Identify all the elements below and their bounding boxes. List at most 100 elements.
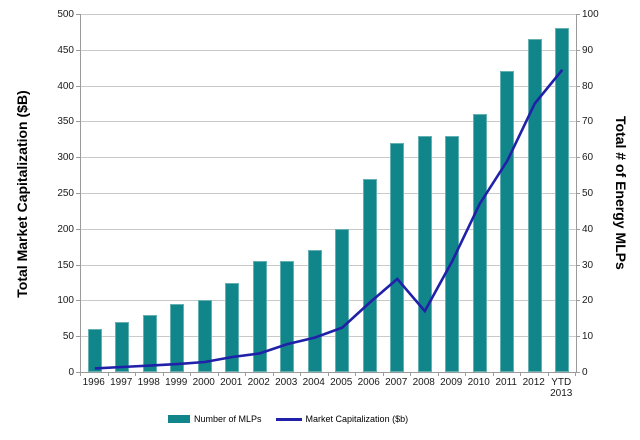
right-tickmark-20 — [576, 300, 580, 302]
x-axis-label-1996: 1996 — [82, 377, 105, 388]
plot-area — [80, 14, 577, 373]
right-axis-tick-30: 30 — [582, 259, 594, 271]
left-tickmark-50 — [76, 336, 80, 338]
left-axis-title: Total Market Capitalization ($B) — [14, 90, 30, 298]
bar-1997 — [115, 321, 130, 372]
x-tickmark-18 — [575, 372, 576, 376]
x-tickmark-1 — [107, 372, 109, 376]
left-tickmark-500 — [76, 14, 80, 15]
bar-2009 — [445, 135, 460, 372]
bar-2000 — [197, 300, 212, 372]
bar-ytd-2013 — [555, 28, 570, 372]
x-tickmark-5 — [217, 372, 219, 376]
gridline-500 — [81, 14, 576, 15]
right-axis-tick-0: 0 — [582, 367, 588, 378]
x-axis-label-2009: 2009 — [440, 377, 463, 388]
left-axis-tick-0: 0 — [68, 367, 74, 378]
bar-1996 — [87, 329, 102, 372]
bar-2006 — [362, 178, 377, 372]
legend-item-market-capitalization: Market Capitalization ($b) — [275, 414, 409, 424]
market-capitalization-line — [94, 68, 564, 370]
left-tickmark-0 — [76, 372, 80, 373]
right-tickmark-60 — [576, 157, 580, 159]
right-tickmark-50 — [576, 193, 580, 194]
gridline-200 — [81, 228, 576, 230]
bar-2011 — [500, 71, 515, 372]
bar-series-swatch — [168, 415, 190, 423]
x-tickmark-15 — [492, 372, 494, 376]
left-tickmark-250 — [76, 193, 80, 194]
x-axis-label-2006: 2006 — [357, 377, 380, 388]
right-tickmark-10 — [576, 336, 580, 338]
right-tickmark-90 — [576, 49, 580, 51]
x-tickmark-16 — [520, 372, 521, 376]
gridline-350 — [81, 121, 576, 123]
x-tickmark-9 — [327, 372, 329, 376]
legend-item-number-of-mlps: Number of MLPs — [168, 414, 262, 424]
bar-2005 — [335, 228, 350, 372]
bar-2001 — [225, 282, 240, 372]
x-axis-label-1997: 1997 — [110, 377, 133, 388]
left-axis-tick-400: 400 — [57, 80, 74, 92]
left-tickmark-350 — [76, 121, 80, 123]
bar-2010 — [472, 114, 487, 372]
legend-label-number-of-mlps: Number of MLPs — [194, 414, 262, 424]
bar-2002 — [252, 261, 267, 372]
x-tickmark-10 — [355, 372, 356, 376]
x-tickmark-14 — [465, 372, 466, 376]
legend: Number of MLPs Market Capitalization ($b… — [168, 414, 408, 424]
bar-2012 — [527, 39, 542, 372]
gridline-150 — [81, 264, 576, 266]
x-tickmark-13 — [437, 372, 439, 376]
right-tickmark-30 — [576, 264, 580, 266]
line-series-swatch — [275, 417, 302, 421]
left-axis-tick-100: 100 — [57, 295, 74, 307]
left-axis-tick-300: 300 — [57, 152, 74, 164]
left-tickmark-400 — [76, 85, 80, 87]
legend-label-market-capitalization: Market Capitalization ($b) — [305, 414, 409, 424]
x-axis-label-2001: 2001 — [220, 377, 243, 388]
right-axis-tick-50: 50 — [582, 188, 594, 199]
x-tickmark-7 — [272, 372, 274, 376]
left-tickmark-200 — [76, 228, 80, 230]
x-tickmark-8 — [300, 372, 301, 376]
x-tickmark-3 — [162, 372, 164, 376]
gridline-50 — [81, 336, 576, 338]
x-tickmark-11 — [382, 372, 384, 376]
bar-2007 — [390, 142, 405, 372]
right-axis-title: Total # of Energy MLPs — [613, 116, 629, 270]
right-tickmark-0 — [576, 372, 580, 373]
left-axis-tick-200: 200 — [57, 223, 74, 235]
right-tickmark-40 — [576, 228, 580, 230]
left-axis-tick-350: 350 — [57, 116, 74, 128]
left-tickmark-300 — [76, 157, 80, 159]
x-axis-label-2003: 2003 — [275, 377, 298, 388]
bar-1999 — [170, 303, 185, 372]
right-axis-tick-20: 20 — [582, 295, 594, 307]
x-axis-label-2000: 2000 — [192, 377, 215, 388]
bar-2004 — [307, 250, 322, 372]
x-tickmark-6 — [245, 372, 246, 376]
left-axis-tick-50: 50 — [62, 331, 74, 343]
right-axis-tick-100: 100 — [582, 9, 599, 20]
right-axis-tick-80: 80 — [582, 80, 594, 92]
right-tickmark-80 — [576, 85, 580, 87]
gridline-100 — [81, 300, 576, 302]
right-axis-tick-60: 60 — [582, 152, 594, 164]
x-tickmark-12 — [410, 372, 411, 376]
x-axis-label-2005: 2005 — [330, 377, 353, 388]
left-tickmark-100 — [76, 300, 80, 302]
bar-1998 — [142, 314, 157, 372]
gridline-300 — [81, 157, 576, 159]
x-axis-label-2007: 2007 — [385, 377, 408, 388]
x-axis-label-2004: 2004 — [302, 377, 325, 388]
left-axis-tick-450: 450 — [57, 44, 74, 56]
right-axis-tick-40: 40 — [582, 223, 594, 235]
x-tickmark-2 — [135, 372, 136, 376]
left-tickmark-450 — [76, 49, 80, 51]
x-axis-label-ytd-2013: YTD 2013 — [550, 377, 573, 399]
left-tickmark-150 — [76, 264, 80, 266]
x-axis-label-2010: 2010 — [467, 377, 490, 388]
right-tickmark-70 — [576, 121, 580, 123]
